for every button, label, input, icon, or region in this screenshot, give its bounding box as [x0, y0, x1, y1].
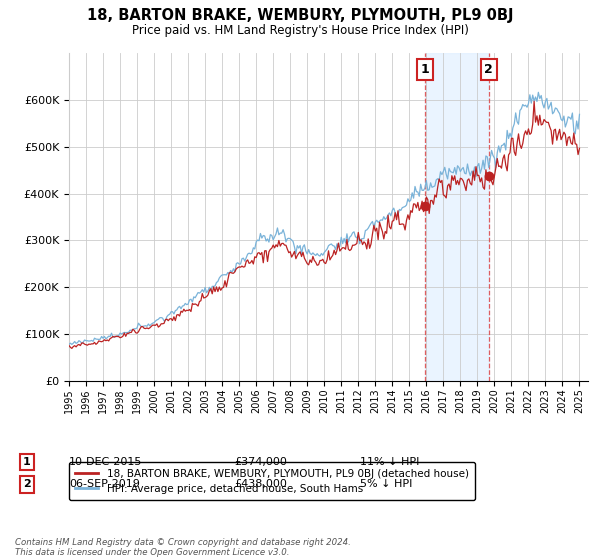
Text: 5% ↓ HPI: 5% ↓ HPI	[360, 479, 412, 489]
Text: £438,000: £438,000	[234, 479, 287, 489]
Text: 1: 1	[23, 457, 31, 467]
Text: 10-DEC-2015: 10-DEC-2015	[69, 457, 142, 467]
Text: 06-SEP-2019: 06-SEP-2019	[69, 479, 140, 489]
Text: 11% ↓ HPI: 11% ↓ HPI	[360, 457, 419, 467]
Text: £374,000: £374,000	[234, 457, 287, 467]
Legend: 18, BARTON BRAKE, WEMBURY, PLYMOUTH, PL9 0BJ (detached house), HPI: Average pric: 18, BARTON BRAKE, WEMBURY, PLYMOUTH, PL9…	[69, 463, 475, 500]
Text: 18, BARTON BRAKE, WEMBURY, PLYMOUTH, PL9 0BJ: 18, BARTON BRAKE, WEMBURY, PLYMOUTH, PL9…	[87, 8, 513, 24]
Text: 2: 2	[484, 63, 493, 76]
Text: Contains HM Land Registry data © Crown copyright and database right 2024.
This d: Contains HM Land Registry data © Crown c…	[15, 538, 351, 557]
Text: 2: 2	[23, 479, 31, 489]
Text: 1: 1	[421, 63, 430, 76]
Bar	[425, 53, 489, 381]
Text: Price paid vs. HM Land Registry's House Price Index (HPI): Price paid vs. HM Land Registry's House …	[131, 24, 469, 37]
